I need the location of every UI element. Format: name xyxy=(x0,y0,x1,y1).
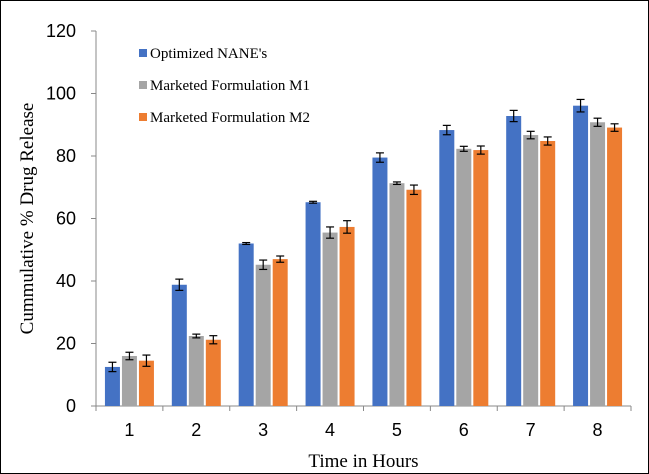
bar xyxy=(506,116,522,406)
x-axis-label: Time in Hours xyxy=(308,451,418,472)
y-tick-label: 100 xyxy=(46,84,76,104)
y-axis-label: Cummulative % Drug Release xyxy=(17,103,38,335)
x-tick-label: 3 xyxy=(258,420,268,440)
bar xyxy=(205,339,221,406)
y-tick-label: 120 xyxy=(46,21,76,41)
bar xyxy=(305,202,321,406)
y-tick-label: 40 xyxy=(56,271,76,291)
bar xyxy=(104,366,120,406)
legend: Optimized NANE's Marketed Formulation M1 M… xyxy=(139,46,310,126)
bar xyxy=(590,122,606,406)
bar xyxy=(473,150,489,406)
bar xyxy=(439,130,455,406)
bar xyxy=(339,226,355,406)
bar xyxy=(573,105,589,406)
y-tick-label: 20 xyxy=(56,334,76,354)
bar xyxy=(389,183,405,406)
bar xyxy=(238,243,254,406)
x-tick-label: 2 xyxy=(191,420,201,440)
bar xyxy=(138,360,154,406)
x-tick-label: 4 xyxy=(325,420,335,440)
bar xyxy=(171,284,187,406)
y-axis: 0 20 40 60 80 100 120 xyxy=(46,21,97,416)
bars xyxy=(104,98,623,406)
x-tick-label: 7 xyxy=(526,420,536,440)
bar xyxy=(540,141,556,406)
bar xyxy=(406,189,422,406)
legend-label: Marketed Formulation M1 xyxy=(150,78,310,94)
legend-label: Marketed Formulation M2 xyxy=(150,110,310,126)
bar xyxy=(607,127,623,406)
x-tick-label: 5 xyxy=(392,420,402,440)
bar xyxy=(523,135,539,406)
bar xyxy=(272,259,288,406)
bar xyxy=(121,356,137,406)
x-axis: 1 2 3 4 5 6 7 8 xyxy=(95,405,632,440)
legend-swatch xyxy=(139,49,147,57)
y-tick-label: 80 xyxy=(56,146,76,166)
y-tick-label: 60 xyxy=(56,209,76,229)
bar xyxy=(322,232,338,406)
bar xyxy=(456,148,472,406)
legend-label: Optimized NANE's xyxy=(150,46,267,62)
x-tick-label: 8 xyxy=(593,420,603,440)
bar xyxy=(188,336,204,406)
y-tick-label: 0 xyxy=(66,396,76,416)
bar xyxy=(255,264,271,406)
bar xyxy=(372,157,388,406)
x-tick-label: 6 xyxy=(459,420,469,440)
legend-swatch xyxy=(139,113,147,121)
x-tick-label: 1 xyxy=(124,420,134,440)
legend-swatch xyxy=(139,81,147,89)
